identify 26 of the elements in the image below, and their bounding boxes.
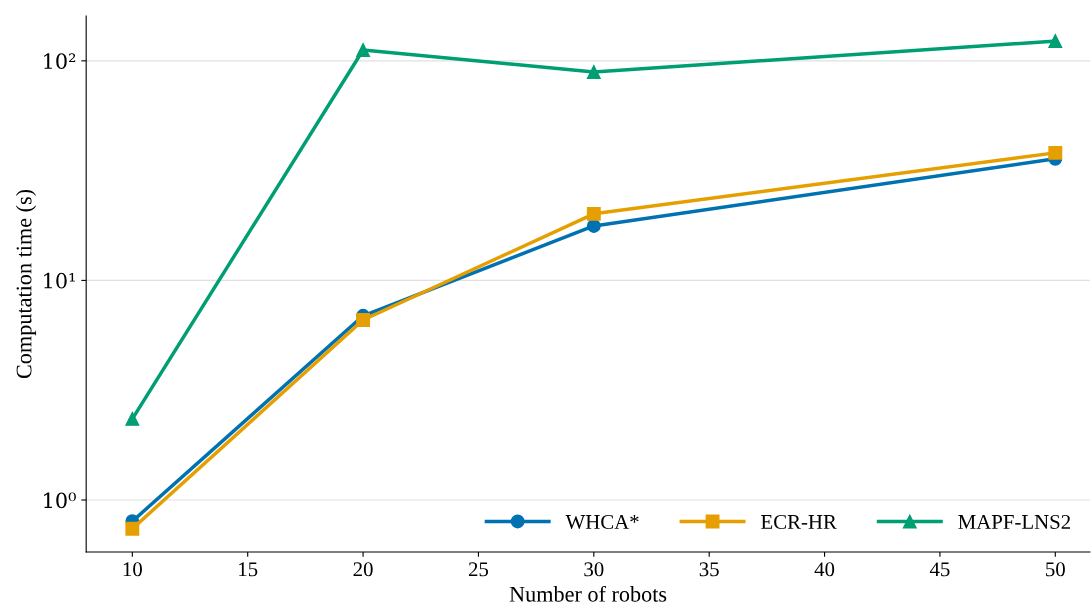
point: [1048, 34, 1063, 49]
x-tick-label: 30: [584, 562, 604, 577]
legend-label: ECR-HR: [761, 514, 837, 529]
legend-label: WHCA*: [565, 514, 639, 530]
y-tick-label: 10²: [44, 53, 76, 70]
point: [586, 206, 601, 221]
x-axis-title: Number of robots: [509, 585, 667, 602]
point: [125, 411, 140, 426]
point: [125, 521, 140, 536]
y-tick-label: 10¹: [44, 272, 75, 289]
y-axis-title: Computation time (s): [15, 189, 37, 379]
legend-label: MAPF-LNS2: [958, 514, 1071, 529]
x-tick-label: 40: [814, 562, 835, 577]
point: [356, 43, 371, 57]
y-tick-label: 10⁰: [44, 492, 76, 509]
point: [586, 65, 601, 79]
x-tick-label: 25: [468, 562, 489, 577]
point: [356, 313, 371, 327]
point: [1048, 145, 1063, 160]
x-tick-label: 35: [699, 562, 719, 577]
x-tick-label: 15: [239, 562, 258, 577]
x-tick-label: 10: [123, 562, 142, 577]
x-tick-label: 45: [929, 562, 950, 577]
point: [586, 219, 601, 233]
x-tick-label: 20: [353, 562, 373, 577]
x-tick-label: 50: [1046, 562, 1065, 577]
